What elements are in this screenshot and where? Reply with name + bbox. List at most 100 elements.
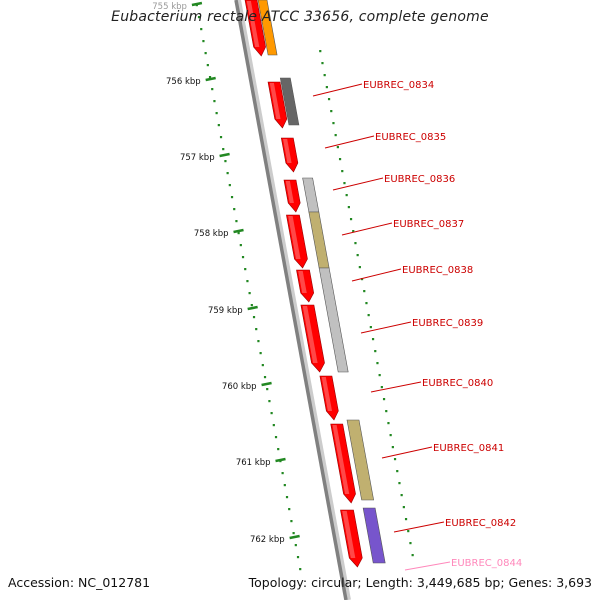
cds-arrow-5-highlight bbox=[298, 271, 307, 293]
track-dot bbox=[319, 50, 322, 53]
gene-leader-line bbox=[341, 222, 393, 236]
track-dot bbox=[345, 194, 348, 197]
gene-label: EUBREC_0844 bbox=[451, 558, 522, 569]
ruler-dot bbox=[268, 400, 271, 403]
gene-label: EUBREC_0835 bbox=[375, 132, 446, 143]
track-dot bbox=[356, 254, 359, 257]
cds-arrow-9 bbox=[340, 509, 363, 568]
ruler-dot bbox=[204, 52, 207, 55]
cds-arrow-1 bbox=[267, 81, 288, 129]
cds-arrow-3-highlight bbox=[285, 181, 294, 203]
gene-leader-line bbox=[351, 268, 402, 282]
ruler-dot bbox=[274, 436, 278, 439]
cds-arrow-6-highlight bbox=[302, 306, 318, 363]
track-dot bbox=[332, 122, 335, 125]
track-dot bbox=[391, 446, 394, 449]
track-dot bbox=[409, 542, 412, 545]
ruler-dot bbox=[255, 328, 258, 331]
ruler-dot bbox=[283, 484, 286, 487]
track-dot bbox=[402, 506, 405, 509]
track-dot bbox=[354, 242, 357, 245]
ruler-label: 757 kbp bbox=[180, 153, 215, 163]
ruler-dot bbox=[257, 340, 260, 343]
track-dot bbox=[378, 374, 381, 377]
ruler-dot bbox=[252, 316, 256, 319]
cds-arrow-9-highlight bbox=[342, 511, 356, 558]
ruler-major-tick bbox=[191, 1, 203, 7]
ruler-dot bbox=[241, 256, 245, 259]
ruler-dot bbox=[228, 184, 231, 187]
ruler-dot bbox=[230, 196, 234, 199]
feature-band-purple bbox=[362, 507, 386, 564]
ruler-dot bbox=[202, 40, 205, 43]
cds-arrow-2-highlight bbox=[282, 139, 292, 163]
gene-label: EUBREC_0841 bbox=[433, 443, 504, 454]
track-dot bbox=[411, 554, 414, 557]
accession-label: Accession: NC_012781 bbox=[8, 575, 151, 590]
gene-leader-line bbox=[360, 321, 412, 334]
ruler-label: 756 kbp bbox=[166, 77, 201, 87]
cds-arrow-7-highlight bbox=[321, 377, 333, 411]
ruler-dot bbox=[244, 268, 247, 271]
track-dot bbox=[369, 326, 372, 329]
track-dot bbox=[360, 278, 364, 281]
ruler-major-tick bbox=[205, 76, 216, 82]
ruler-label: 762 kbp bbox=[250, 535, 285, 545]
track-dot bbox=[398, 482, 401, 485]
gene-leader-line bbox=[393, 521, 445, 533]
ruler-dot bbox=[288, 508, 291, 511]
ruler-dot bbox=[270, 412, 273, 415]
gene-leader-line bbox=[370, 381, 422, 393]
track-dot bbox=[336, 146, 339, 149]
ruler-label: 759 kbp bbox=[208, 306, 243, 316]
ruler-dot bbox=[299, 568, 302, 571]
track-dot bbox=[330, 110, 333, 113]
gene-label: EUBREC_0840 bbox=[422, 378, 493, 389]
ruler-dot bbox=[248, 292, 251, 295]
track-dot bbox=[327, 98, 331, 101]
feature-band-orange bbox=[257, 0, 278, 56]
ruler-dot bbox=[263, 376, 267, 379]
feature-band-olive-2 bbox=[346, 419, 375, 501]
ruler-dot bbox=[246, 280, 249, 283]
track-dot bbox=[380, 386, 383, 389]
ruler-major-tick bbox=[247, 305, 258, 311]
topology-label: Topology: circular; Length: 3,449,685 bp… bbox=[248, 575, 592, 590]
feature-band-olive bbox=[308, 211, 330, 269]
ruler-dot bbox=[211, 88, 214, 91]
cds-arrow-0-highlight bbox=[246, 1, 260, 47]
track-dot bbox=[400, 494, 403, 497]
track-dot bbox=[358, 266, 361, 269]
track-dot bbox=[321, 62, 324, 65]
ruler-dot bbox=[266, 388, 269, 391]
ruler-dot bbox=[281, 472, 284, 475]
ruler-major-tick bbox=[261, 381, 272, 387]
track-dot bbox=[393, 458, 397, 461]
ruler-dot bbox=[239, 244, 242, 247]
ruler-dot bbox=[292, 532, 295, 535]
track-dot bbox=[404, 518, 408, 521]
cds-arrow-7 bbox=[319, 375, 339, 421]
track-dot bbox=[323, 74, 326, 77]
ruler-dot bbox=[226, 172, 229, 175]
ruler-dot bbox=[219, 136, 223, 139]
ruler-dot bbox=[235, 220, 238, 223]
feature-band-light-gray bbox=[302, 177, 320, 213]
track-dot bbox=[343, 182, 346, 185]
gene-label: EUBREC_0836 bbox=[384, 174, 455, 185]
track-dot bbox=[374, 350, 377, 353]
track-dot bbox=[347, 206, 350, 209]
ruler-dot bbox=[285, 496, 289, 499]
map-title: Eubacterium rectale ATCC 33656, complete… bbox=[111, 9, 489, 25]
ruler-dot bbox=[200, 28, 203, 31]
ruler-major-tick bbox=[233, 228, 244, 234]
track-dot bbox=[371, 338, 375, 341]
feature-band-light-gray-2 bbox=[318, 267, 349, 373]
ruler-dot bbox=[224, 160, 227, 163]
cds-arrow-0 bbox=[244, 0, 266, 57]
cds-arrow-1-highlight bbox=[269, 83, 281, 119]
gene-leader-line bbox=[404, 561, 451, 571]
track-dot bbox=[352, 230, 355, 233]
feature-band-dark-gray bbox=[279, 77, 300, 126]
